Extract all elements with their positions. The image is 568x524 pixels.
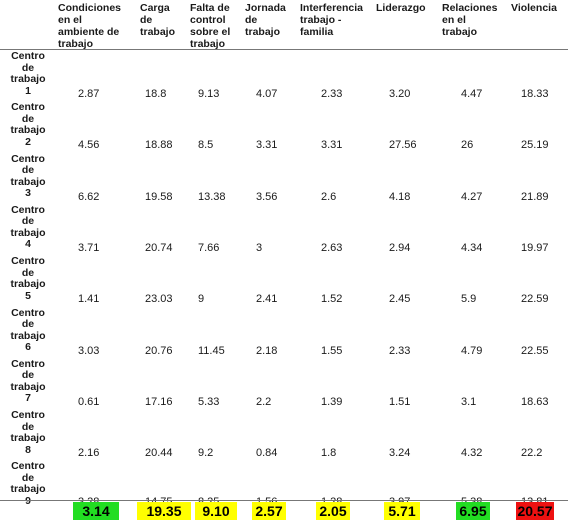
table-cell: 26 xyxy=(461,139,474,152)
table-cell: 4.32 xyxy=(461,447,483,460)
column-header: Violencia xyxy=(511,2,557,14)
table-cell: 3.71 xyxy=(78,241,100,254)
total-value: 20.57 xyxy=(516,502,554,520)
table-cell: 2.16 xyxy=(78,447,100,460)
table-cell: 3.1 xyxy=(461,395,477,408)
table-cell: 20.74 xyxy=(145,241,173,254)
table-cell: 23.03 xyxy=(145,293,173,306)
table-cell: 18.88 xyxy=(145,139,173,152)
table-cell: 3.31 xyxy=(321,139,343,152)
table-cell: 2.33 xyxy=(321,88,343,100)
total-value: 2.57 xyxy=(252,502,286,520)
table-cell: 2.87 xyxy=(78,88,100,100)
table-cell: 20.76 xyxy=(145,344,173,357)
column-header: Relaciones en el trabajo xyxy=(442,2,498,38)
table-cell: 27.56 xyxy=(389,139,417,152)
table-cell: 4.56 xyxy=(78,139,100,152)
column-header: Jornada de trabajo xyxy=(245,2,286,38)
table-cell: 4.79 xyxy=(461,344,483,357)
table-cell: 9.2 xyxy=(198,447,214,460)
table-cell: 0.61 xyxy=(78,395,100,408)
row-label: Centro de trabajo 8 xyxy=(10,409,46,456)
table-cell: 18.8 xyxy=(145,88,167,100)
column-header: Condiciones en el ambiente de trabajo xyxy=(58,2,122,50)
table-cell: 4.18 xyxy=(389,190,411,203)
table-cell: 1.52 xyxy=(321,293,343,306)
table-cell: 2.94 xyxy=(389,241,411,254)
table-cell: 0.84 xyxy=(256,447,278,460)
row-label: Centro de trabajo 1 xyxy=(10,50,46,97)
table-cell: 22.55 xyxy=(521,344,549,357)
table-cell: 9.13 xyxy=(198,88,220,100)
table-cell: 11.45 xyxy=(198,344,225,357)
column-header: Carga de trabajo xyxy=(140,2,176,38)
table-cell: 21.89 xyxy=(521,190,549,203)
table-cell: 6.62 xyxy=(78,190,100,203)
total-value: 2.05 xyxy=(316,502,350,520)
table-cell: 3 xyxy=(256,241,263,254)
table-cell: 4.47 xyxy=(461,88,483,100)
table-cell: 1.8 xyxy=(321,447,337,460)
table-cell: 19.58 xyxy=(145,190,173,203)
table-cell: 9 xyxy=(198,293,205,306)
totals-row: 3.14 19.35 9.10 2.57 2.05 5.71 6.95 20.57 xyxy=(0,502,568,522)
table-cell: 2.45 xyxy=(389,293,411,306)
row-label: Centro de trabajo 3 xyxy=(10,152,46,200)
table-cell: 25.19 xyxy=(521,139,549,152)
total-value: 5.71 xyxy=(384,502,420,520)
total-value: 9.10 xyxy=(195,502,237,520)
table-cell: 22.2 xyxy=(521,447,543,460)
table-cell: 4.34 xyxy=(461,241,483,254)
column-header: Falta de control sobre el trabajo xyxy=(190,2,231,50)
column-header: Liderazgo xyxy=(376,2,426,14)
table-cell: 8.5 xyxy=(198,139,214,152)
table-cell: 5.33 xyxy=(198,395,220,408)
table-cell: 18.63 xyxy=(521,395,549,408)
table-cell: 13.38 xyxy=(198,190,226,203)
table-cell: 5.9 xyxy=(461,293,477,306)
totals-divider xyxy=(0,500,568,501)
table-cell: 19.97 xyxy=(521,241,549,254)
table-cell: 18.33 xyxy=(521,88,549,100)
table-cell: 17.16 xyxy=(145,395,173,408)
table-cell: 3.24 xyxy=(389,447,411,460)
table-cell: 20.44 xyxy=(145,447,173,460)
total-value: 19.35 xyxy=(137,502,191,520)
table-cell: 22.59 xyxy=(521,293,549,306)
table-cell: 4.27 xyxy=(461,190,483,203)
total-value: 3.14 xyxy=(73,502,119,520)
table-cell: 3.31 xyxy=(256,139,278,152)
table-cell: 4.07 xyxy=(256,88,278,100)
table-cell: 3.56 xyxy=(256,190,278,203)
table-cell: 1.55 xyxy=(321,344,343,357)
table-cell: 3.03 xyxy=(78,344,100,357)
table-cell: 2.41 xyxy=(256,293,278,306)
table-cell: 1.41 xyxy=(78,293,100,306)
table-cell: 3.20 xyxy=(389,88,411,100)
table-cell: 2.2 xyxy=(256,395,272,408)
table-cell: 2.33 xyxy=(389,344,411,357)
table-cell: 2.63 xyxy=(321,241,343,254)
table-cell: 7.66 xyxy=(198,241,220,254)
row-label: Centro de trabajo 4 xyxy=(10,203,46,251)
row-label: Centro de trabajo 2 xyxy=(10,101,46,148)
row-label: Centro de trabajo 7 xyxy=(10,357,46,405)
table-cell: 2.6 xyxy=(321,190,337,203)
table-cell: 1.39 xyxy=(321,395,343,408)
header-divider xyxy=(0,49,568,50)
total-value: 6.95 xyxy=(456,502,490,520)
table-cell: 1.51 xyxy=(389,395,411,408)
table-cell: 2.18 xyxy=(256,344,278,357)
row-label: Centro de trabajo 6 xyxy=(10,306,46,353)
row-label: Centro de trabajo 5 xyxy=(10,255,46,302)
column-header: Interferencia trabajo - familia xyxy=(300,2,364,38)
